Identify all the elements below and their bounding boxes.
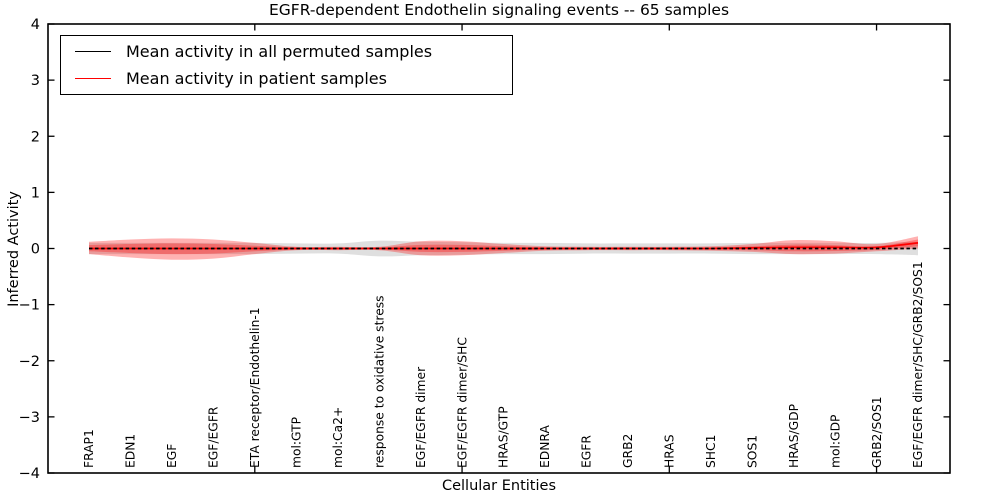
x-category-label: GRB2 bbox=[621, 434, 635, 468]
x-category-label: mol:Ca2+ bbox=[331, 407, 345, 468]
x-category-label: EDNRA bbox=[538, 425, 552, 468]
legend: Mean activity in all permuted samples Me… bbox=[60, 35, 513, 95]
x-category-label: mol:GTP bbox=[289, 417, 303, 468]
legend-item-patient: Mean activity in patient samples bbox=[61, 65, 512, 92]
x-category-label: EGFR bbox=[580, 435, 594, 468]
x-category-label: EGF/EGFR dimer bbox=[414, 366, 428, 468]
x-category-label: SHC1 bbox=[704, 435, 718, 468]
x-category-label: HRAS/GTP bbox=[497, 406, 511, 468]
y-tick-label: −1 bbox=[19, 298, 40, 314]
patient-line-swatch bbox=[75, 78, 111, 79]
x-category-label: EGF bbox=[165, 444, 179, 468]
x-axis-label: Cellular Entities bbox=[441, 478, 557, 494]
y-tick-label: 4 bbox=[31, 17, 40, 33]
legend-item-permuted: Mean activity in all permuted samples bbox=[61, 38, 512, 65]
y-tick-label: 0 bbox=[31, 242, 40, 258]
legend-label-permuted: Mean activity in all permuted samples bbox=[126, 42, 433, 61]
y-tick-label: −4 bbox=[19, 466, 40, 482]
patient-std-band bbox=[89, 239, 918, 255]
x-category-label: GRB2/SOS1 bbox=[870, 396, 884, 468]
permuted-line-swatch bbox=[75, 51, 111, 52]
x-category-label: FRAP1 bbox=[82, 429, 96, 468]
axes-border bbox=[47, 23, 951, 474]
y-tick-label: 3 bbox=[31, 73, 40, 89]
y-tick-label: 1 bbox=[31, 185, 40, 201]
y-tick-label: 2 bbox=[31, 129, 40, 145]
y-axis-label: Inferred Activity bbox=[6, 191, 22, 307]
x-category-label: HRAS bbox=[663, 434, 677, 468]
x-category-label: ETA receptor/Endothelin-1 bbox=[248, 307, 262, 468]
x-category-label: HRAS/GDP bbox=[787, 404, 801, 468]
legend-label-patient: Mean activity in patient samples bbox=[126, 69, 387, 88]
x-category-label: EDN1 bbox=[124, 434, 138, 468]
x-category-label: EGF/EGFR dimer/SHC bbox=[455, 337, 469, 468]
x-category-label: response to oxidative stress bbox=[372, 295, 386, 468]
x-category-label: EGF/EGFR dimer/SHC/GRB2/SOS1 bbox=[911, 261, 925, 468]
chart-title: EGFR-dependent Endothelin signaling even… bbox=[268, 1, 730, 19]
y-tick-label: −2 bbox=[19, 354, 40, 370]
x-category-label: EGF/EGFR bbox=[207, 406, 221, 468]
x-category-label: mol:GDP bbox=[828, 415, 842, 468]
x-category-label: SOS1 bbox=[745, 435, 759, 468]
y-tick-label: −3 bbox=[19, 410, 40, 426]
